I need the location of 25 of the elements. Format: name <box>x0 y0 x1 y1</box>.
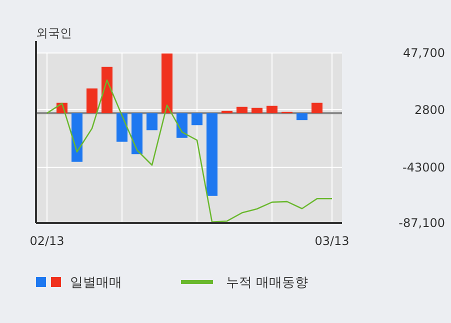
y-tick-label: -87,100 <box>398 216 445 230</box>
x-tick-label: 03/13 <box>314 234 350 248</box>
bar <box>312 102 322 114</box>
bar <box>176 113 188 138</box>
legend-label: 누적 매매동향 <box>226 276 308 291</box>
bar <box>116 113 128 142</box>
bar <box>236 106 248 114</box>
bar <box>296 113 308 120</box>
y-tick-label: 2800 <box>414 102 445 117</box>
line-series <box>46 79 333 223</box>
chart-title: 외국인 <box>36 26 72 40</box>
legend-label: 일별매매 <box>70 276 122 291</box>
bar <box>102 66 112 114</box>
bar <box>132 113 142 154</box>
bar <box>192 113 202 126</box>
x-tick-label: 02/13 <box>30 234 64 248</box>
bar <box>86 88 98 114</box>
y-tick-label: -43000 <box>402 160 445 175</box>
bar <box>72 113 82 162</box>
bar <box>252 108 262 114</box>
bar <box>206 113 218 196</box>
bar <box>162 54 172 114</box>
bar <box>146 113 158 130</box>
y-tick-label: 47,700 <box>403 46 445 60</box>
bar <box>266 106 278 114</box>
